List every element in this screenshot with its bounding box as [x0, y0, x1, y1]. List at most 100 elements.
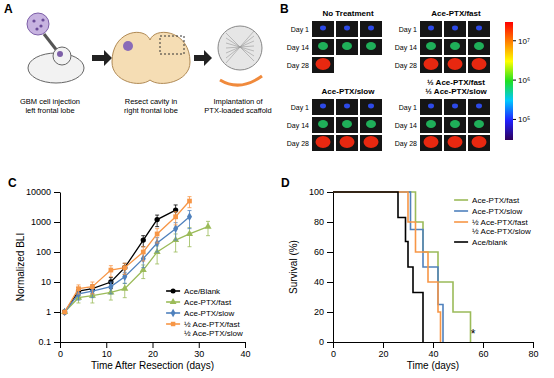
x-tick: 40 — [240, 342, 250, 359]
legend-entry: ½ Ace-PTX/fast ½ Ace-PTX/slow — [166, 320, 243, 338]
cavity — [220, 76, 262, 85]
error-cap — [77, 293, 81, 294]
series-line — [65, 217, 190, 312]
colorbar-tick — [513, 80, 516, 81]
x-tick: 0 — [58, 342, 63, 359]
y-axis-line — [60, 193, 61, 343]
error-bar — [77, 285, 81, 294]
annotation: * — [471, 327, 476, 341]
legend-label: Ace/Blank — [184, 287, 221, 296]
bli-image — [420, 57, 442, 73]
legend-entry: ½ Ace-PTX/fast ½ Ace-PTX/slow — [454, 218, 531, 236]
plot-area — [333, 192, 471, 342]
error-cap — [109, 265, 113, 266]
y-tick-mark — [327, 192, 333, 193]
bli-signal — [448, 58, 463, 70]
bli-signal — [316, 136, 331, 148]
bli-signal — [318, 42, 328, 50]
error-cap — [109, 276, 113, 277]
y-tick-mark — [54, 192, 60, 193]
brain — [112, 32, 190, 83]
step-text: right frontal lobe — [124, 106, 178, 115]
y-tick-label: 40 — [314, 277, 324, 287]
x-tick-label: 80 — [528, 349, 538, 359]
cell — [35, 27, 38, 30]
marker — [76, 286, 81, 291]
error-cap — [188, 210, 192, 211]
bli-signal — [340, 136, 355, 148]
bli-image — [360, 39, 382, 55]
marker — [155, 232, 160, 237]
y-tick: 1000 — [31, 217, 60, 227]
error-cap — [123, 297, 127, 298]
x-tick-label: 0 — [58, 349, 63, 359]
error-cap — [90, 293, 94, 294]
x-tick-mark — [433, 342, 434, 348]
error-cap — [141, 261, 145, 262]
x-tick-mark — [153, 342, 154, 348]
marker — [62, 310, 67, 315]
colorbar-label: 10⁶ — [518, 76, 530, 85]
bli-image — [312, 39, 334, 55]
error-bar — [141, 247, 145, 261]
error-cap — [174, 224, 178, 225]
step-text: PTX-loaded scaffold — [204, 106, 271, 115]
y-axis: 020406080100 — [309, 187, 334, 347]
chart: D020406080020406080100Time (days)Surviva… — [281, 176, 539, 371]
bli-signal — [450, 120, 460, 128]
tumor-site — [123, 41, 133, 51]
row-label: Day 1 — [399, 26, 417, 34]
x-tick-mark — [483, 342, 484, 348]
error-cap — [141, 278, 145, 279]
bli-image — [420, 135, 442, 151]
error-cap — [141, 235, 145, 236]
bli-signal — [476, 104, 482, 109]
error-bar — [155, 215, 159, 227]
y-tick-mark — [54, 252, 60, 253]
marker — [187, 199, 192, 204]
colorbar-label: 10⁷ — [518, 37, 530, 46]
series-line — [333, 192, 441, 342]
x-tick-mark — [106, 342, 107, 348]
row-label: Day 28 — [287, 62, 309, 70]
row-label: Day 28 — [287, 140, 309, 148]
x-tick-mark — [245, 342, 246, 348]
error-bar — [155, 229, 159, 243]
colorbar-label: 10⁵ — [518, 115, 530, 124]
bli-image — [336, 21, 358, 37]
error-cap — [123, 263, 127, 264]
mouse-head — [53, 47, 71, 65]
panel-label: C — [8, 176, 17, 190]
y-tick-mark — [54, 222, 60, 223]
error-cap — [123, 283, 127, 284]
bli-signal — [344, 104, 350, 109]
bli-signal — [476, 26, 482, 31]
x-tick-mark — [533, 342, 534, 348]
bli-image — [468, 99, 490, 115]
legend: Ace/BlankAce-PTX/fastAce-PTX/slow½ Ace-P… — [166, 287, 243, 338]
group-title: ½ Ace-PTX/slow — [425, 87, 487, 96]
panel-label: B — [280, 2, 289, 16]
error-cap — [174, 204, 178, 205]
legend-label: Ace-PTX/fast — [472, 196, 520, 205]
bli-image — [444, 117, 466, 133]
legend-label: ½ Ace-PTX/fast ½ Ace-PTX/slow — [184, 320, 243, 338]
marker — [62, 309, 67, 314]
x-tick-label: 10 — [102, 349, 112, 359]
error-cap — [77, 293, 81, 294]
bli-image — [336, 135, 358, 151]
error-cap — [174, 252, 178, 253]
x-tick-mark — [333, 342, 334, 348]
error-cap — [77, 300, 81, 301]
y-tick-label: 1 — [46, 307, 51, 317]
error-bar — [90, 282, 94, 294]
bli-signal — [426, 120, 436, 128]
row-label: Day 14 — [287, 122, 309, 130]
error-bar — [123, 263, 127, 274]
error-bar — [109, 282, 113, 294]
bli-signal — [342, 42, 352, 50]
bli-signal — [424, 136, 439, 148]
bli-image — [360, 99, 382, 115]
error-cap — [188, 246, 192, 247]
error-cap — [77, 302, 81, 303]
